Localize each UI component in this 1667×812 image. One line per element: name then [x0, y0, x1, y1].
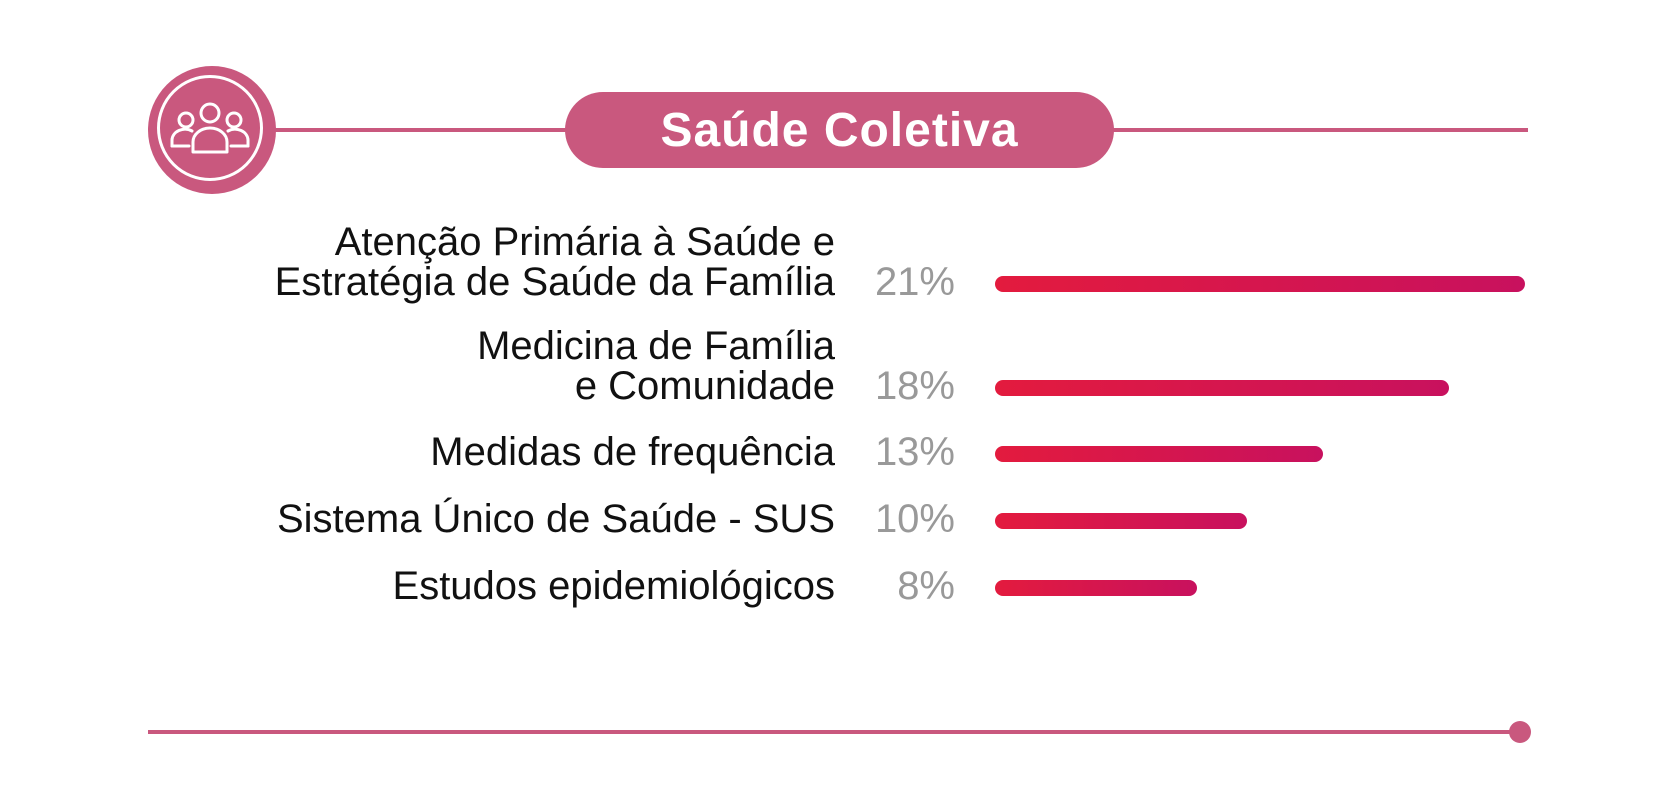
icon-ring: [157, 75, 263, 181]
data-bar: [995, 276, 1525, 292]
data-bar: [995, 513, 1247, 529]
category-label-line: e Comunidade: [574, 364, 835, 408]
category-label: Medidas de frequência: [430, 432, 835, 472]
category-label-line: Atenção Primária à Saúde e: [334, 220, 835, 264]
category-label: Medicina de Família e Comunidade: [477, 326, 835, 406]
value-label: 21%: [874, 260, 955, 304]
group-people-icon: [170, 102, 250, 154]
data-bar: [995, 446, 1323, 462]
category-label-line: Medicina de Família: [477, 324, 835, 368]
data-bar: [995, 380, 1449, 396]
category-label-line: Sistema Único de Saúde - SUS: [276, 497, 835, 541]
title-pill: Saúde Coletiva: [565, 92, 1114, 168]
data-bar: [995, 580, 1197, 596]
category-label: Estudos epidemiológicos: [393, 566, 835, 606]
value-label: 13%: [874, 430, 955, 474]
value-label: 10%: [874, 497, 955, 541]
value-label: 18%: [874, 364, 955, 408]
group-icon-badge: [148, 66, 276, 194]
category-label: Atenção Primária à Saúde e Estratégia de …: [275, 222, 835, 302]
footer-rule: [148, 730, 1518, 734]
chart-title: Saúde Coletiva: [660, 103, 1019, 157]
category-label-line: Estratégia de Saúde da Família: [274, 260, 835, 304]
category-label: Sistema Único de Saúde - SUS: [277, 499, 835, 539]
category-label-line: Medidas de frequência: [430, 430, 835, 474]
value-label: 8%: [897, 564, 955, 608]
category-label-line: Estudos epidemiológicos: [392, 564, 835, 608]
footer-dot: [1509, 721, 1531, 743]
